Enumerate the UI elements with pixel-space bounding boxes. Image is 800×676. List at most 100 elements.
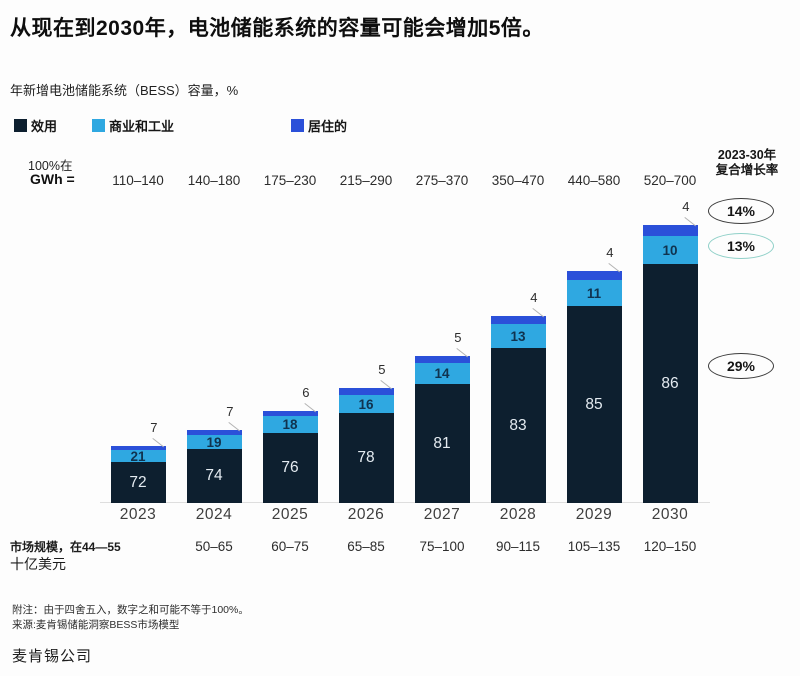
bar-segment-commercial-industrial: 18: [262, 416, 318, 433]
residential-percent-value: 6: [302, 385, 310, 400]
bar-segment-residential: [110, 446, 166, 450]
residential-percent-value: 7: [226, 404, 234, 419]
ci-percent-value: 14: [434, 366, 450, 381]
bar-segment-commercial-industrial: 19: [186, 434, 242, 450]
legend-item-2: 商业和工业: [92, 118, 175, 134]
gwh-range-2027: 275–370: [415, 173, 469, 188]
legend-swatch-icon: [92, 118, 105, 132]
bar-2024: 19 74: [186, 430, 242, 503]
market-size-2024: 50–65: [195, 539, 233, 554]
percent-base-label: 100%在: [28, 159, 73, 173]
cagr-header: 2023-30年 复合增长率: [700, 148, 794, 178]
bar-segment-utility: 81: [414, 384, 470, 503]
legend-label: 居住的: [308, 118, 348, 134]
year-label-2024: 2024: [195, 506, 233, 523]
footnote-rounding: 附注：由于四舍五入，数字之和可能不等于100%。: [12, 604, 249, 616]
ci-percent-value: 21: [130, 448, 146, 464]
bar-segment-utility: 74: [186, 449, 242, 503]
legend-label: 效用: [31, 118, 58, 134]
cagr-header-line2: 复合增长率: [715, 163, 779, 177]
bar-segment-commercial-industrial: 16: [338, 395, 394, 413]
legend-label: 商业和工业: [109, 118, 175, 134]
market-size-2025: 60–75: [271, 539, 309, 554]
page-title: 从现在到2030年，电池储能系统的容量可能会增加5倍。: [10, 17, 544, 40]
bar-segment-residential: [338, 388, 394, 395]
residential-percent-value: 7: [150, 420, 158, 435]
market-size-2028: 90–115: [495, 539, 541, 554]
cagr-header-line1: 2023-30年: [717, 148, 777, 162]
ci-percent-value: 13: [510, 328, 526, 344]
bar-segment-commercial-industrial: 10: [642, 236, 698, 264]
cagr-oval-2: 13%: [708, 233, 774, 259]
utility-percent-value: 85: [585, 395, 603, 413]
residential-percent-value: 5: [454, 330, 462, 345]
bar-segment-utility: 76: [262, 433, 318, 503]
bar-segment-utility: 86: [642, 264, 698, 503]
year-label-2029: 2029: [575, 506, 613, 523]
market-size-label-line2: 十亿美元: [10, 556, 66, 572]
gwh-range-2024: 140–180: [187, 173, 241, 188]
x-axis-baseline: [100, 502, 710, 503]
bar-segment-commercial-industrial: 13: [490, 324, 546, 348]
utility-percent-value: 74: [205, 467, 223, 484]
bar-2028: 13 83: [490, 316, 546, 503]
ci-percent-value: 19: [206, 434, 222, 450]
chart-subtitle: 年新增电池储能系统（BESS）容量，%: [10, 83, 239, 98]
bar-2027: 14 81: [414, 356, 470, 503]
footnote-source: 来源:麦肯锡储能洞察BESS市场模型: [12, 619, 180, 631]
market-size-2029: 105–135: [567, 539, 621, 554]
gwh-unit-label: GWh =: [30, 171, 75, 187]
bar-segment-residential: [642, 225, 698, 236]
gwh-range-2026: 215–290: [339, 173, 393, 188]
bar-segment-commercial-industrial: 11: [566, 280, 622, 306]
gwh-range-2030: 520–700: [643, 173, 697, 188]
gwh-range-2023: 110–140: [112, 173, 164, 188]
market-size-label-line1: 市场规模，在44—55: [10, 540, 121, 554]
bar-segment-residential: [262, 411, 318, 416]
company-signature: 麦肯锡公司: [12, 648, 93, 665]
legend-item-3: 居住的: [291, 118, 348, 134]
residential-percent-value: 4: [682, 199, 690, 214]
year-label-2027: 2027: [423, 506, 461, 523]
ci-percent-value: 10: [662, 242, 678, 258]
bar-2023: 21 72: [110, 446, 166, 503]
year-label-2026: 2026: [347, 506, 385, 523]
bar-segment-utility: 85: [566, 306, 622, 503]
bar-segment-commercial-industrial: 14: [414, 363, 470, 384]
ci-percent-value: 11: [586, 285, 602, 301]
legend-swatch-icon: [291, 118, 304, 132]
residential-percent-value: 4: [530, 290, 538, 305]
bar-segment-residential: [566, 271, 622, 280]
utility-percent-value: 81: [433, 434, 451, 452]
bar-segment-utility: 72: [110, 462, 166, 503]
utility-percent-value: 72: [129, 473, 147, 491]
gwh-range-2029: 440–580: [567, 173, 621, 188]
bar-segment-residential: [414, 356, 470, 363]
bar-2026: 16 78: [338, 388, 394, 503]
year-label-2023: 2023: [119, 506, 157, 523]
bar-2030: 10 86: [642, 225, 698, 503]
bar-segment-utility: 78: [338, 413, 394, 503]
market-size-2030: 120–150: [643, 539, 697, 554]
residential-percent-value: 4: [606, 245, 614, 260]
year-label-2030: 2030: [651, 506, 689, 523]
bar-segment-utility: 83: [490, 348, 546, 503]
cagr-oval-1: 14%: [708, 198, 774, 224]
legend-swatch-icon: [14, 118, 27, 132]
utility-percent-value: 78: [357, 449, 375, 466]
utility-percent-value: 86: [661, 374, 679, 392]
market-size-2026: 65–85: [347, 539, 385, 554]
gwh-range-2025: 175–230: [263, 173, 317, 188]
year-label-2028: 2028: [499, 506, 537, 523]
cagr-oval-3: 29%: [708, 353, 774, 379]
bar-segment-residential: [490, 316, 546, 324]
bar-segment-commercial-industrial: 21: [110, 448, 166, 464]
market-size-2027: 75–100: [419, 539, 465, 554]
utility-percent-value: 83: [509, 416, 527, 434]
year-label-2025: 2025: [271, 506, 309, 523]
bar-2029: 11 85: [566, 271, 622, 503]
gwh-range-2028: 350–470: [491, 173, 545, 188]
ci-percent-value: 18: [282, 417, 298, 432]
utility-percent-value: 76: [281, 459, 299, 476]
